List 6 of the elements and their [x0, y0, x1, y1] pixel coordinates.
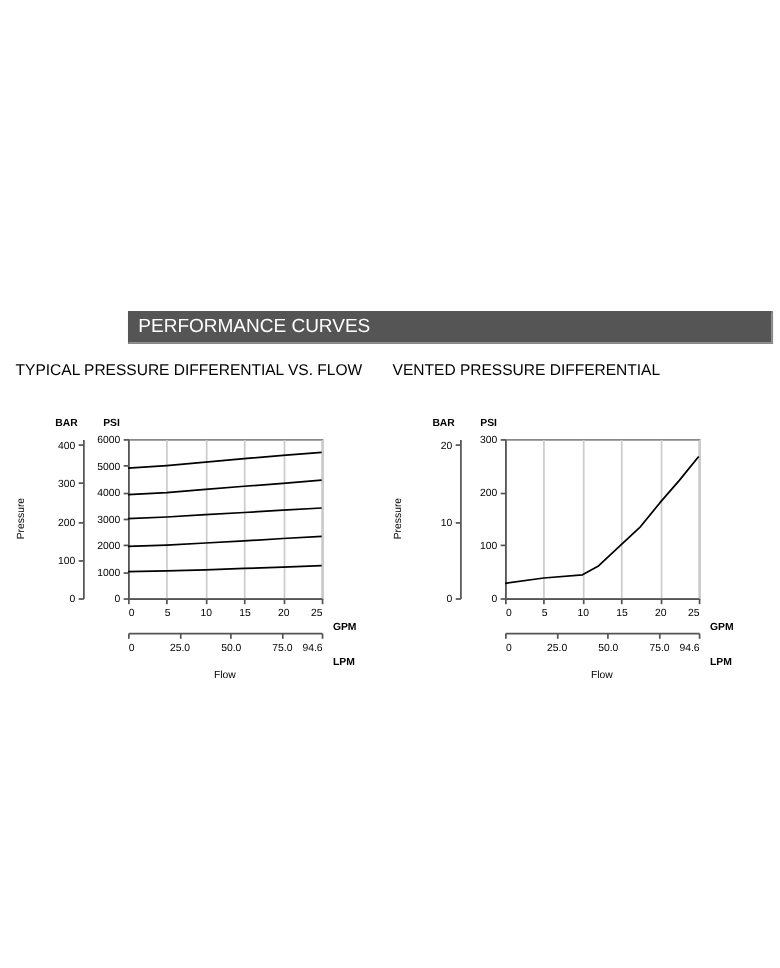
- text: PERFORMANCE CURVES: [138, 315, 371, 338]
- line-series: [127, 451, 323, 470]
- chart-title: VENTED PRESSURE DIFFERENTIAL: [392, 361, 662, 380]
- line-series: [504, 455, 700, 585]
- chart-title: TYPICAL PRESSURE DIFFERENTIAL VS. FLOW: [15, 361, 364, 380]
- line-series: [127, 479, 323, 496]
